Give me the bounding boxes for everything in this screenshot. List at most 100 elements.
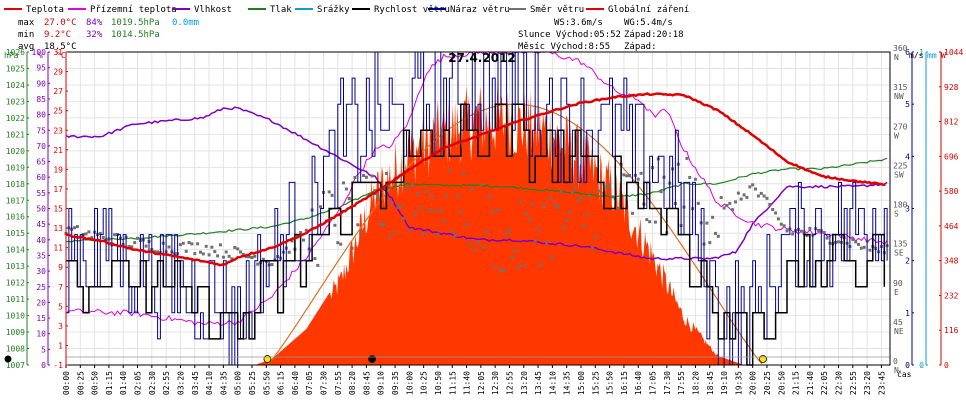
- wind-direction-point: [536, 227, 540, 231]
- wind-dir-tick-label: 270: [893, 122, 908, 131]
- wind-direction-point: [433, 209, 437, 213]
- wind-direction-point: [508, 228, 511, 232]
- wind-direction-point: [221, 255, 225, 259]
- wind-dir-tick-label: 225: [893, 161, 908, 170]
- pressure-axis-tick-label: 1012: [6, 279, 25, 288]
- wind-direction-point: [653, 220, 657, 224]
- wind-direction-point: [659, 190, 663, 194]
- legend-item-label: Srážky: [317, 5, 350, 15]
- wind-direction-point: [419, 206, 423, 210]
- wind-direction-point: [639, 171, 643, 175]
- time-tick-label: 06:40: [291, 371, 300, 395]
- humidity-axis-tick-label: 50: [36, 205, 46, 214]
- wind-direction-point: [556, 205, 560, 209]
- wind-direction-point: [199, 250, 202, 254]
- wind-direction-point: [470, 187, 474, 191]
- wind-direction-point: [439, 208, 443, 212]
- time-tick-label: 20:00: [749, 371, 758, 395]
- wind-dir-tick-label: 135: [893, 240, 908, 249]
- sunrise-info: Slunce Východ:05:52: [518, 30, 621, 40]
- wind-direction-point: [774, 211, 778, 215]
- wind-direction-point: [559, 190, 563, 194]
- time-tick-label: 11:40: [463, 371, 472, 395]
- wind-direction-point: [868, 248, 872, 252]
- chart-title: 27.4.2012: [448, 51, 516, 65]
- wind-direction-point: [822, 231, 826, 234]
- time-tick-label: 15:00: [577, 371, 586, 395]
- wind-direction-point: [519, 200, 523, 204]
- humidity-axis-tick-label: 100: [32, 48, 47, 57]
- time-tick-label: 10:25: [420, 371, 429, 395]
- pressure-axis-tick-label: 1011: [6, 295, 25, 304]
- temperature-axis-tick-label: 31: [53, 48, 63, 57]
- wind-direction-point: [302, 238, 305, 242]
- wind-dir-tick-label: 90: [893, 279, 903, 288]
- wind-dir-compass-label: N: [894, 366, 899, 375]
- stat-max-rain: 0.0mm: [172, 18, 199, 28]
- wind-direction-point: [364, 175, 368, 179]
- time-tick-label: 08:45: [362, 371, 371, 395]
- time-tick-label: 14:35: [563, 371, 572, 395]
- wind-direction-point: [734, 200, 737, 204]
- wind-direction-point: [648, 220, 652, 224]
- wind-dir-compass-label: W: [894, 131, 899, 140]
- humidity-axis-tick-label: 55: [36, 189, 46, 198]
- legend-item-label: Globální záření: [608, 5, 689, 15]
- sunset-info: Západ:20:18: [624, 30, 684, 40]
- wind-direction-point: [714, 231, 717, 235]
- time-tick-label: 00:00: [62, 371, 71, 395]
- wind-direction-point: [350, 246, 354, 250]
- wind-direction-point: [487, 195, 491, 199]
- pressure-axis-tick-label: 1024: [6, 81, 25, 90]
- wind-direction-point: [479, 183, 483, 187]
- pressure-axis-tick-label: 1016: [6, 213, 25, 222]
- stat-max-label: max: [18, 18, 35, 28]
- unit-label-pct: %: [38, 51, 43, 60]
- wind-direction-point: [776, 217, 780, 221]
- time-tick-label: 04:10: [205, 371, 214, 395]
- wind-direction-point: [181, 241, 185, 245]
- humidity-axis-tick-label: 45: [36, 220, 46, 229]
- temperature-axis-tick-label: 5: [58, 302, 63, 311]
- series-global-radiation-area: [254, 84, 745, 366]
- wind-gust-info: WG:5.4m/s: [624, 18, 673, 28]
- humidity-axis-tick-label: 10: [36, 330, 46, 339]
- wind-direction-point: [510, 255, 514, 259]
- radiation-axis-tick-label: 928: [944, 83, 959, 92]
- wind-direction-point: [745, 195, 749, 199]
- time-tick-label: 15:50: [606, 371, 615, 395]
- wind-direction-point: [316, 263, 320, 267]
- humidity-axis-tick-label: 20: [36, 298, 46, 307]
- wind-direction-point: [442, 219, 446, 223]
- temperature-axis-tick-label: 1: [58, 341, 63, 350]
- wind-direction-point: [476, 239, 480, 243]
- temperature-axis-tick-label: 17: [53, 185, 63, 194]
- radiation-axis-tick-label: 0: [944, 361, 949, 370]
- wind-dir-compass-label: E: [894, 288, 899, 297]
- time-tick-label: 22:30: [835, 371, 844, 395]
- time-tick-label: 02:55: [162, 371, 171, 395]
- wind-direction-point: [693, 177, 697, 181]
- wind-direction-point: [319, 205, 323, 209]
- wind-direction-point: [290, 239, 294, 243]
- wind-direction-point: [859, 246, 863, 250]
- wind-dir-tick-label: 180: [893, 201, 908, 210]
- wind-direction-point: [201, 252, 205, 256]
- wind-direction-point: [568, 210, 572, 214]
- time-tick-label: 05:25: [248, 371, 257, 395]
- time-tick-label: 17:55: [677, 371, 686, 395]
- time-tick-label: 09:35: [391, 371, 400, 395]
- wind-direction-point: [193, 252, 197, 256]
- wind-direction-point: [768, 203, 772, 206]
- wind-direction-point: [156, 250, 160, 254]
- wind-direction-point: [241, 253, 245, 256]
- wind-direction-point: [459, 210, 463, 214]
- wind-direction-point: [522, 263, 526, 267]
- legend-item-label: Vlhkost: [194, 5, 232, 15]
- humidity-axis-tick-label: 25: [36, 283, 46, 292]
- pressure-axis-tick-label: 1017: [6, 196, 25, 205]
- wind-direction-point: [719, 196, 723, 199]
- humidity-axis-tick-label: 70: [36, 142, 46, 151]
- wind-direction-point: [688, 176, 692, 179]
